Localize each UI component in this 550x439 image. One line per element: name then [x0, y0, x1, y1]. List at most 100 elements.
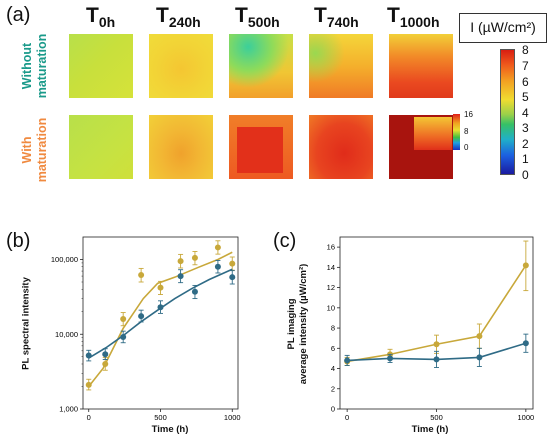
- pl-image-with-740h: [309, 115, 373, 179]
- pl-image-with-500h: [229, 115, 293, 179]
- time-label-sub: 0h: [98, 14, 116, 31]
- colorbar: [500, 49, 515, 175]
- chart-b-data-point: [177, 258, 184, 265]
- chart-b-data-point: [229, 260, 236, 267]
- chart-b: 0 500 1000 1,000 10,000 100,000: [51, 236, 241, 422]
- chart-c-y-tick-label: 2: [331, 384, 335, 393]
- chart-c-y-tick-label: 14: [327, 263, 335, 272]
- colorbar-tick: 4: [522, 106, 529, 120]
- time-label-T: T: [387, 4, 400, 27]
- panel-c-label: (c): [273, 230, 297, 252]
- chart-c-y-tick-label: 6: [331, 344, 335, 353]
- time-label-1000h: T1000h: [387, 4, 440, 30]
- chart-c-data-point: [344, 357, 351, 364]
- chart-b-data-point: [102, 351, 109, 358]
- time-label-sub: 740h: [326, 14, 359, 31]
- chart-b-data-point: [177, 273, 184, 280]
- time-label-T: T: [235, 4, 248, 27]
- chart-b-data-point: [85, 352, 92, 359]
- pl-image-with-1000h: [389, 115, 453, 179]
- chart-c-y-tick-label: 8: [331, 324, 335, 333]
- chart-c-data-point: [387, 355, 394, 362]
- chart-c-data-point: [433, 341, 440, 348]
- chart-c-y-tick-label: 0: [331, 405, 335, 414]
- chart-c-data-point: [522, 340, 529, 347]
- chart-b-data-point: [214, 244, 221, 251]
- chart-b-series-line: [88, 268, 233, 359]
- chart-c-data-point: [476, 354, 483, 361]
- colorbar-tick: 1: [522, 152, 529, 166]
- chart-b-xlabel: Time (h): [151, 424, 189, 435]
- time-label-240h: T240h: [156, 4, 201, 30]
- chart-c-data-point: [476, 333, 483, 340]
- inset-colorbar: [453, 114, 460, 150]
- colorbar-tick: 0: [522, 168, 529, 182]
- chart-b-y-tick-label: 10,000: [55, 330, 78, 339]
- chart-b-data-point: [191, 288, 198, 295]
- chart-c-y-tick-label: 12: [327, 283, 335, 292]
- chart-c: 0 500 1000 0 2 4 6 8 10 12 14 16: [327, 236, 535, 422]
- pl-image-without-1000h: [389, 34, 453, 98]
- colorbar-tick: 6: [522, 75, 529, 89]
- chart-b-x-tick-label: 0: [87, 413, 91, 422]
- chart-b-x-tick-label: 500: [154, 413, 167, 422]
- chart-c-x-tick-label: 0: [345, 413, 349, 422]
- chart-b-data-point: [120, 333, 127, 340]
- pl-image-with-240h: [149, 115, 213, 179]
- chart-b-series-line: [88, 251, 233, 387]
- chart-b-x-tick-label: 1000: [224, 413, 241, 422]
- inset-colorbar-tick: 0: [464, 143, 469, 152]
- chart-b-y-tick-label: 1,000: [59, 405, 78, 414]
- time-label-sub: 1000h: [399, 14, 440, 31]
- chart-b-data-point: [138, 313, 145, 320]
- colorbar-tick: 7: [522, 59, 529, 73]
- chart-c-data-point: [433, 356, 440, 363]
- chart-b-plot-frame: [82, 236, 239, 410]
- chart-b-data-point: [191, 254, 198, 261]
- pl-image-without-0h: [69, 34, 133, 98]
- chart-c-xlabel: Time (h): [411, 424, 449, 435]
- time-label-T: T: [156, 4, 169, 27]
- row-label-line: Without: [20, 42, 34, 90]
- pl-image-without-740h: [309, 34, 373, 98]
- chart-b-data-point: [214, 263, 221, 270]
- chart-c-data-point: [522, 262, 529, 269]
- pl-image-without-240h: [149, 34, 213, 98]
- row-label-with-maturation: With maturation: [20, 110, 52, 190]
- chart-c-y-tick-label: 4: [331, 364, 335, 373]
- row-label-line: With: [20, 136, 34, 164]
- panel-a-label: (a): [6, 4, 31, 26]
- colorbar-tick: 5: [522, 90, 529, 104]
- time-label-740h: T740h: [314, 4, 359, 30]
- inset-colorbar-tick: 16: [464, 110, 473, 119]
- chart-b-data-point: [102, 360, 109, 367]
- colorbar-title: I (µW/cm²): [459, 13, 547, 43]
- time-label-T: T: [314, 4, 327, 27]
- time-label-sub: 240h: [168, 14, 201, 31]
- chart-b-data-point: [229, 274, 236, 281]
- colorbar-tick: 8: [522, 43, 529, 57]
- time-label-sub: 500h: [247, 14, 280, 31]
- chart-c-x-tick-label: 500: [430, 413, 443, 422]
- chart-c-x-tick-label: 1000: [518, 413, 535, 422]
- pl-image-hotspot: [237, 127, 283, 173]
- pl-image-inset: [414, 117, 452, 150]
- inset-colorbar-tick: 8: [464, 127, 469, 136]
- chart-c-y-tick-label: 16: [327, 243, 335, 252]
- time-label-500h: T500h: [235, 4, 280, 30]
- time-label-T: T: [86, 4, 99, 27]
- colorbar-tick: 2: [522, 137, 529, 151]
- panel-b-label: (b): [6, 230, 31, 252]
- chart-b-data-point: [138, 272, 145, 279]
- time-label-0h: T0h: [86, 4, 115, 30]
- chart-c-plot-frame: [339, 236, 534, 410]
- row-label-without-maturation: Without maturation: [20, 26, 52, 106]
- pl-image-with-0h: [69, 115, 133, 179]
- row-label-line: maturation: [35, 117, 49, 183]
- chart-b-y-tick-label: 100,000: [51, 255, 78, 264]
- chart-b-data-point: [157, 284, 164, 291]
- chart-b-data-point: [85, 381, 92, 388]
- chart-c-y-tick-label: 10: [327, 303, 335, 312]
- colorbar-tick: 3: [522, 121, 529, 135]
- chart-b-data-point: [157, 304, 164, 311]
